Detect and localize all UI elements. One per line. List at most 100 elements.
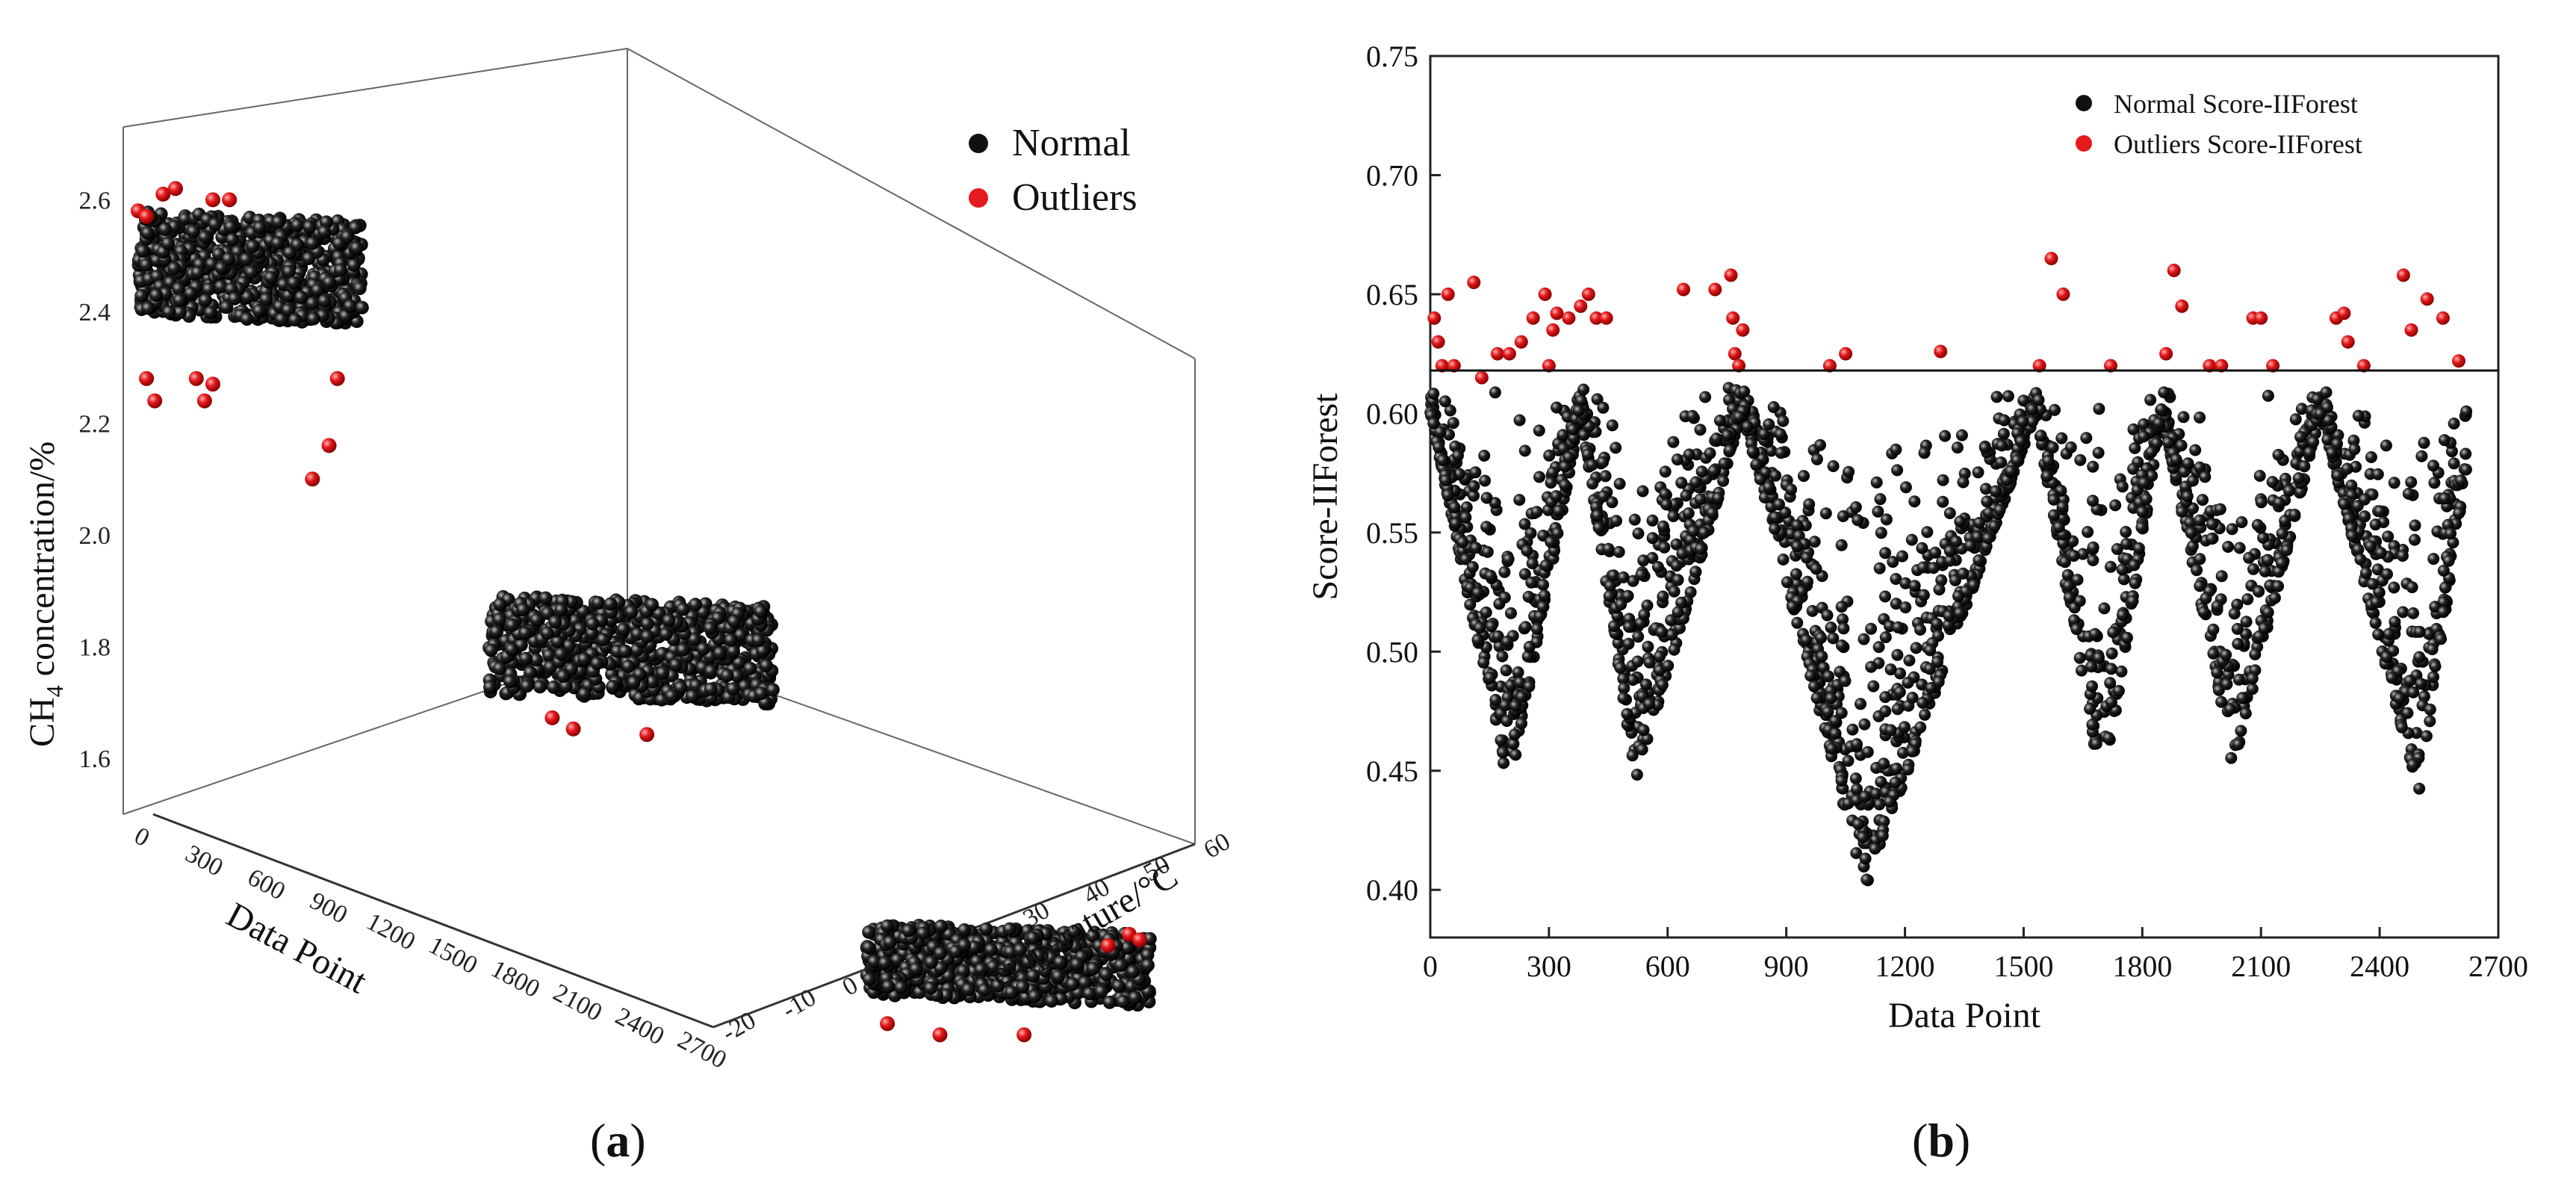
outlier-point	[139, 371, 155, 386]
normal-point	[2194, 461, 2206, 474]
y-tick-label: 0.45	[1366, 754, 1418, 788]
normal-point	[186, 224, 200, 238]
normal-point	[1052, 969, 1065, 983]
normal-point	[1608, 620, 1620, 633]
normal-point	[2437, 606, 2450, 619]
normal-point	[161, 237, 175, 250]
normal-point	[2080, 432, 2093, 444]
normal-point	[2311, 393, 2324, 406]
normal-point	[1658, 541, 1671, 554]
normal-point	[2232, 738, 2244, 751]
normal-point	[2371, 468, 2384, 480]
normal-point	[1617, 672, 1630, 685]
normal-point	[1957, 567, 1970, 580]
normal-point	[530, 613, 544, 627]
normal-point	[2348, 443, 2361, 456]
outlier-point	[321, 438, 337, 453]
normal-point	[1875, 527, 1887, 539]
normal-point	[760, 659, 773, 672]
normal-point	[1867, 680, 1880, 692]
normal-point	[1444, 404, 1456, 417]
normal-point	[2082, 526, 2094, 539]
panel-b-score-scatter: 0.40 0.45 0.50 0.55 0.60 0.65 0.70 0.75 0 300 600…	[1306, 40, 2528, 1167]
normal-point	[2407, 686, 2420, 698]
normal-point	[1998, 414, 2011, 427]
normal-point	[1893, 686, 1906, 698]
normal-point	[2117, 609, 2129, 622]
normal-point	[1861, 746, 1874, 758]
normal-point	[2445, 527, 2456, 540]
normal-point	[1551, 527, 1564, 539]
normal-point	[1505, 607, 1517, 619]
normal-point	[2276, 557, 2288, 569]
outlier-point	[1822, 359, 1837, 373]
normal-point	[1746, 445, 1759, 458]
normal-point	[1670, 538, 1683, 551]
normal-point	[1892, 621, 1905, 633]
normal-point	[1825, 692, 1837, 704]
normal-point	[596, 633, 610, 647]
normal-point	[984, 943, 998, 957]
normal-point	[2138, 477, 2150, 489]
outlier-point	[1447, 359, 1461, 373]
normal-point	[652, 607, 666, 621]
normal-point	[958, 938, 972, 952]
normal-point	[2251, 518, 2264, 531]
normal-point	[554, 603, 568, 617]
normal-point	[1954, 515, 1967, 528]
x-tick-label: 300	[1527, 949, 1571, 983]
normal-point	[1655, 625, 1668, 638]
normal-point	[2047, 509, 2060, 521]
normal-point	[1855, 698, 1866, 710]
normal-point	[1537, 578, 1550, 591]
normal-point	[343, 299, 357, 313]
normal-point	[2014, 435, 2027, 447]
normal-point	[2420, 730, 2433, 743]
normal-point	[291, 218, 305, 232]
normal-point	[2354, 553, 2367, 565]
normal-point	[1973, 516, 1986, 529]
normal-point	[2231, 598, 2244, 611]
normal-point	[2374, 547, 2387, 560]
normal-point	[1460, 501, 1473, 514]
normal-point	[1545, 477, 1557, 489]
normal-point	[541, 606, 555, 620]
normal-point	[1577, 429, 1590, 441]
normal-point	[1656, 678, 1669, 691]
normal-point	[2283, 485, 2295, 497]
normal-point	[1643, 656, 1656, 669]
normal-point	[1646, 551, 1659, 564]
normal-point	[2447, 536, 2459, 549]
normal-point	[1539, 559, 1552, 571]
normal-point	[302, 251, 316, 265]
outlier-point	[1542, 359, 1556, 373]
normal-point	[1480, 606, 1492, 619]
normal-point	[1523, 680, 1536, 692]
normal-point	[222, 252, 235, 266]
normal-point	[1604, 580, 1616, 592]
normal-point	[2191, 564, 2203, 577]
normal-point	[1757, 428, 1770, 441]
normal-point	[1597, 456, 1609, 468]
normal-point	[1842, 754, 1855, 767]
outlier-point	[1100, 937, 1116, 953]
outlier-point	[2175, 299, 2189, 313]
normal-point	[1884, 796, 1896, 808]
normal-point	[2211, 666, 2223, 679]
normal-point	[2373, 586, 2386, 598]
normal-point	[1949, 574, 1961, 586]
normal-point	[1982, 506, 1995, 519]
normal-point	[2298, 460, 2311, 473]
normal-point	[1621, 707, 1633, 720]
normal-point	[347, 258, 361, 272]
normal-point	[1906, 745, 1919, 757]
normal-point	[1478, 450, 1491, 462]
normal-point	[2062, 580, 2075, 592]
normal-point	[2076, 548, 2089, 560]
normal-point	[676, 602, 690, 616]
normal-point	[1894, 667, 1906, 680]
normal-point	[1099, 967, 1113, 982]
normal-point	[986, 960, 1000, 974]
normal-point	[1914, 623, 1926, 636]
normal-point	[1500, 664, 1512, 677]
